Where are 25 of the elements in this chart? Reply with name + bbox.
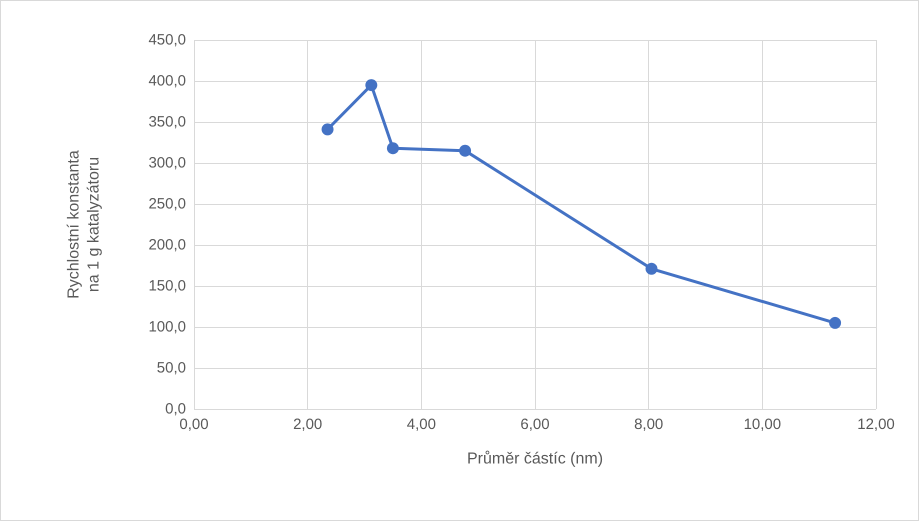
point [322,123,334,136]
x-axis-title: Průměr částíc (nm) [466,450,604,468]
y-tick-label: 300,0 [148,154,186,172]
y-tick-label: 150,0 [148,278,186,294]
point [459,144,472,157]
x-tick-label: 12,00 [857,416,895,433]
y-tick-label: 250,0 [148,196,186,212]
x-tick-label: 0,00 [179,416,209,433]
x-tick-label: 6,00 [520,416,550,433]
y-tick-label: 0,0 [165,400,186,418]
x-tick-label: 8,00 [634,416,664,433]
x-tick-label: 10,00 [744,416,782,433]
y-tick-label: 450,0 [148,32,186,48]
y-tick-label: 350,0 [148,114,186,130]
point [386,142,399,154]
point [829,316,842,329]
point [646,262,658,275]
y-tick-label: 400,0 [148,72,186,90]
y-tick-label: 50,0 [156,360,186,376]
y-axis-title: Rychlostní konstanta na 1 g katalyzátoru [66,150,102,299]
y-tick-label: 200,0 [148,236,186,254]
x-tick-label: 2,00 [293,416,322,433]
x-tick-label: 4,00 [406,416,436,433]
point [365,79,378,92]
y-tick-label: 100,0 [148,318,186,336]
